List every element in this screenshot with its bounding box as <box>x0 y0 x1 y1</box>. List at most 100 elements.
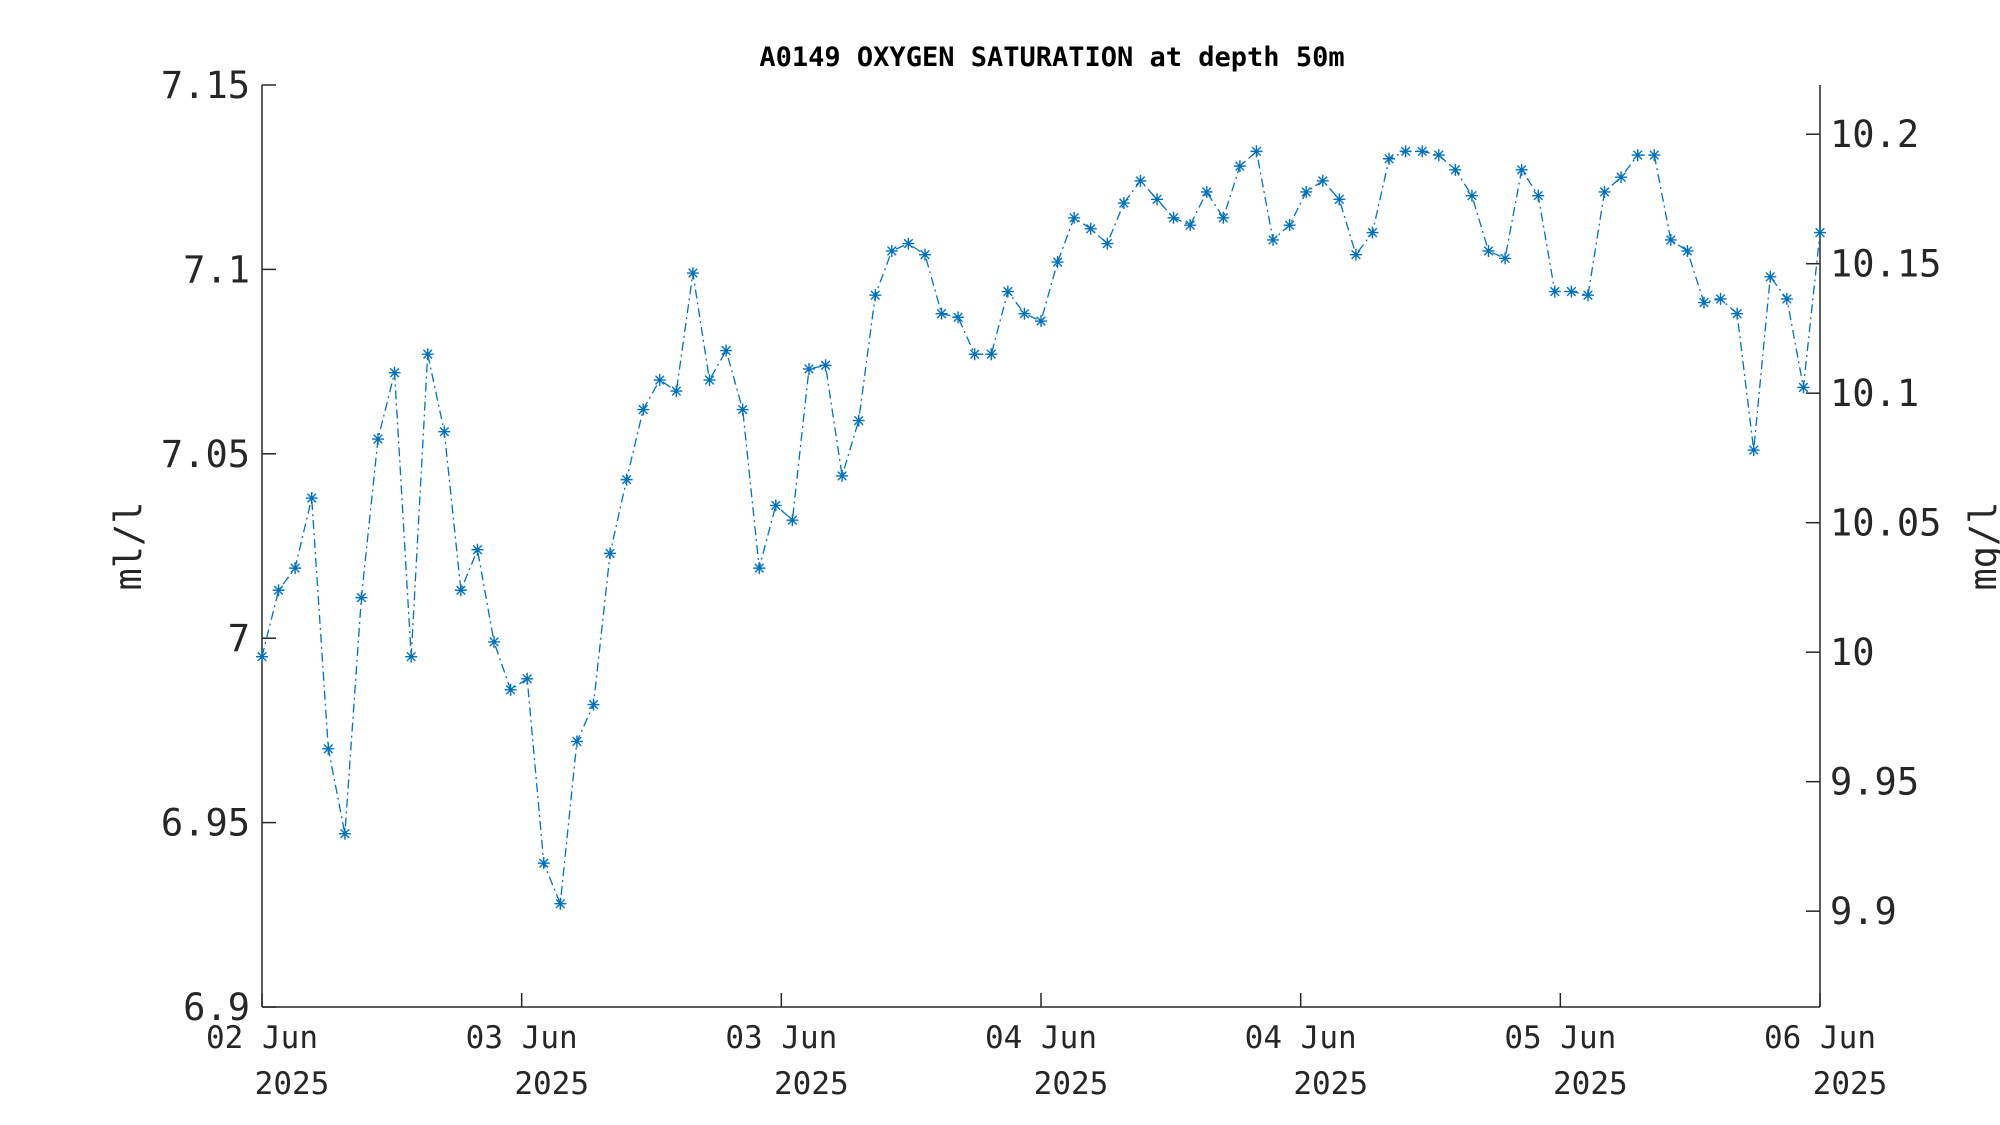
data-point-marker <box>587 698 600 711</box>
data-point-marker <box>322 742 335 755</box>
data-point-marker <box>570 735 583 748</box>
data-point-marker <box>1598 185 1611 198</box>
y-axis-label-left: ml/l <box>107 501 150 590</box>
data-point-marker <box>1681 244 1694 257</box>
data-point-marker <box>637 403 650 416</box>
data-point-marker <box>405 650 418 663</box>
data-point-marker <box>1167 211 1180 224</box>
data-point-marker <box>488 635 501 648</box>
data-point-marker <box>471 543 484 556</box>
x-tick-label-day: 03 Jun <box>725 1020 837 1056</box>
data-point-marker <box>935 307 948 320</box>
data-point-marker <box>272 584 285 597</box>
data-point-marker <box>1200 185 1213 198</box>
data-point-marker <box>686 267 699 280</box>
data-point-marker <box>1333 193 1346 206</box>
data-point-marker <box>703 374 716 387</box>
data-point-marker <box>1532 189 1545 202</box>
data-point-marker <box>355 591 368 604</box>
data-point-marker <box>753 562 766 575</box>
data-point-marker <box>1217 211 1230 224</box>
data-point-marker <box>968 348 981 361</box>
data-point-marker <box>1581 289 1594 302</box>
x-tick-label-day: 02 Jun <box>206 1020 318 1056</box>
data-point-marker <box>985 348 998 361</box>
y-axis-label-right: mg/l <box>1962 501 2000 590</box>
data-point-marker <box>1615 171 1628 184</box>
data-point-marker <box>1747 444 1760 457</box>
left-tick-label: 7 <box>228 617 250 660</box>
right-tick-label: 10 <box>1830 631 1875 674</box>
data-point-marker <box>1631 149 1644 162</box>
data-point-marker <box>1465 189 1478 202</box>
data-point-marker <box>918 248 931 261</box>
data-point-marker <box>504 683 517 696</box>
data-point-marker <box>1697 296 1710 309</box>
data-point-marker <box>1250 145 1263 158</box>
data-point-marker <box>1482 244 1495 257</box>
right-ticks: 9.9 9.95 10 10.05 10.1 10.15 10.2 <box>1806 113 1941 933</box>
x-tick-label-year: 2025 <box>1293 1066 1368 1102</box>
x-tick-label-day: 06 Jun <box>1764 1020 1876 1056</box>
right-tick-label: 10.15 <box>1830 243 1941 286</box>
data-point-marker <box>819 359 832 372</box>
x-tick-label-day: 03 Jun <box>466 1020 578 1056</box>
data-point-marker <box>604 547 617 560</box>
left-tick-label: 7.1 <box>183 248 250 291</box>
data-point-marker <box>769 499 782 512</box>
data-point-marker <box>1399 145 1412 158</box>
x-tick-label-day: 04 Jun <box>1245 1020 1357 1056</box>
data-point-marker <box>1648 149 1661 162</box>
data-point-marker <box>338 827 351 840</box>
data-point-marker <box>521 672 534 685</box>
data-point-marker <box>438 425 451 438</box>
data-point-marker <box>554 897 567 910</box>
data-point-marker <box>1797 381 1810 394</box>
x-tick-label-year: 2025 <box>255 1066 330 1102</box>
data-point-marker <box>836 469 849 482</box>
data-point-marker <box>802 362 815 375</box>
left-tick-label: 6.9 <box>183 986 250 1029</box>
data-point-marker <box>1731 307 1744 320</box>
data-point-marker <box>952 311 965 324</box>
data-point-marker <box>902 237 915 250</box>
x-tick-label-year: 2025 <box>1034 1066 1109 1102</box>
data-point-marker <box>1001 285 1014 298</box>
data-point-marker <box>1300 185 1313 198</box>
x-tick-label-day: 05 Jun <box>1504 1020 1616 1056</box>
data-point-marker <box>1515 163 1528 176</box>
left-tick-label: 6.95 <box>161 802 250 845</box>
data-point-marker <box>736 403 749 416</box>
axes <box>261 85 1821 1008</box>
right-tick-label: 10.1 <box>1830 372 1919 415</box>
data-point-marker <box>1084 222 1097 235</box>
data-point-marker <box>305 492 318 505</box>
data-point-marker <box>1664 233 1677 246</box>
series-line <box>261 150 1821 904</box>
right-tick-label: 10.2 <box>1830 113 1919 156</box>
data-point-marker <box>388 366 401 379</box>
right-tick-label: 10.05 <box>1830 502 1941 545</box>
data-point-marker <box>1101 237 1114 250</box>
data-point-marker <box>1764 270 1777 283</box>
data-point-marker <box>1018 307 1031 320</box>
data-point-marker <box>372 433 385 446</box>
left-ticks: 6.9 6.95 7 7.05 7.1 7.15 <box>161 64 276 1029</box>
data-point-marker <box>1714 292 1727 305</box>
data-point-marker <box>670 385 683 398</box>
data-point-marker <box>537 857 550 870</box>
data-point-marker <box>1283 219 1296 232</box>
data-point-marker <box>454 584 467 597</box>
right-tick-label: 9.95 <box>1830 761 1919 804</box>
data-point-marker <box>720 344 733 357</box>
data-point-marker <box>421 348 434 361</box>
data-point-marker <box>1349 248 1362 261</box>
data-point-marker <box>852 414 865 427</box>
data-point-marker <box>1316 174 1329 187</box>
x-tick-label-day: 04 Jun <box>985 1020 1097 1056</box>
data-point-marker <box>1814 226 1826 239</box>
x-tick-label-year: 2025 <box>1813 1066 1888 1102</box>
data-series <box>256 145 1826 910</box>
data-point-marker <box>620 473 633 486</box>
data-point-marker <box>1035 315 1047 328</box>
